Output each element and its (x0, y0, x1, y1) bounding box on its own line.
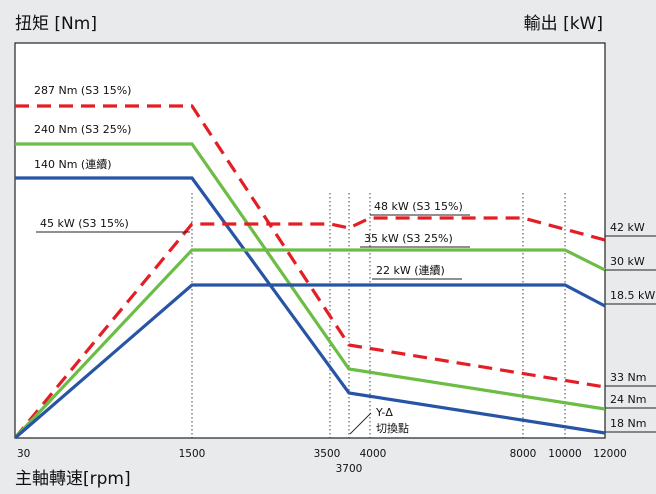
right-end-label-2: 18.5 kW (610, 289, 655, 302)
x-tick-8000: 8000 (510, 448, 537, 460)
annotation-line1: Y-Δ (375, 406, 393, 419)
x-tick-3500: 3500 (314, 448, 341, 460)
torque-label-1: 240 Nm (S3 25%) (34, 123, 131, 136)
torque-label-0: 287 Nm (S3 15%) (34, 84, 131, 97)
right-end-label-0: 42 kW (610, 221, 645, 234)
series-group (13, 104, 606, 440)
power-series-0 (13, 216, 606, 440)
power-label-extra: 45 kW (S3 15%) (40, 217, 129, 230)
power-series-1 (13, 248, 606, 440)
x-tick-12000: 12000 (593, 448, 626, 460)
x-tick-10000: 10000 (548, 448, 581, 460)
right-end-label-3: 33 Nm (610, 371, 646, 384)
power-series-2 (13, 283, 606, 440)
x-tick-3700: 3700 (336, 463, 363, 475)
label-group: 287 Nm (S3 15%) 240 Nm (S3 25%) 140 Nm (連續… (17, 84, 656, 475)
x-axis-title: 主軸轉速[rpm] (15, 469, 131, 489)
torque-label-2: 140 Nm (連續) (34, 157, 112, 171)
plot-area (14, 42, 606, 439)
right-end-label-1: 30 kW (610, 255, 645, 268)
annotation-line2: 切換點 (376, 422, 409, 435)
right-axis-title: 輸出 [kW] (524, 14, 603, 34)
right-end-label-5: 18 Nm (610, 417, 646, 430)
power-label-1: 35 kW (S3 25%) (364, 232, 453, 245)
right-end-label-4: 24 Nm (610, 393, 646, 406)
power-label-2: 22 kW (連續) (376, 263, 445, 277)
x-tick-1500: 1500 (179, 448, 206, 460)
annotation-leader (349, 412, 372, 435)
torque-series-1 (15, 142, 606, 411)
x-tick-4000: 4000 (360, 448, 387, 460)
x-tick-30: 30 (17, 448, 30, 460)
power-label-0: 48 kW (S3 15%) (374, 200, 463, 213)
left-axis-title: 扭矩 [Nm] (15, 14, 97, 34)
